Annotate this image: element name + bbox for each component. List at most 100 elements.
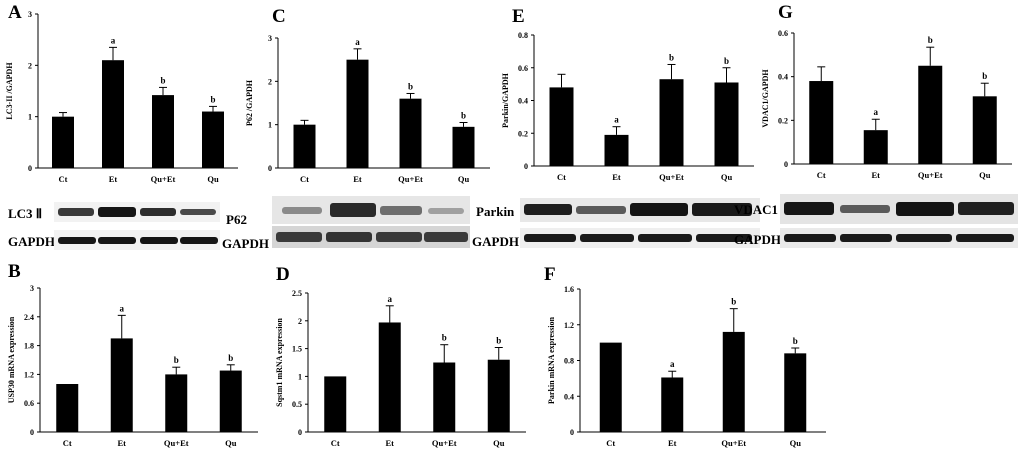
significance-label: b xyxy=(228,353,233,363)
significance-label: b xyxy=(724,56,729,66)
chart-g-vdac1: 0 0.2 0.4 0.6 VDAC1/GAPDH Ct a Et b Qu+Et b Qu xyxy=(761,0,1024,195)
y-axis-label: USP30 mRNA expression xyxy=(7,316,16,403)
significance-label: a xyxy=(355,37,360,47)
significance-label: a xyxy=(670,359,675,369)
category-label: Ct xyxy=(331,438,340,448)
blot-c-control-label: GAPDH xyxy=(222,236,269,251)
category-label: Ct xyxy=(817,170,826,180)
blot-g-control-band xyxy=(896,234,952,242)
y-tick-label: 0 xyxy=(524,162,528,171)
bar xyxy=(433,362,456,432)
y-tick-label: 3 xyxy=(30,284,34,293)
blot-e: Parkin GAPDH xyxy=(470,194,770,254)
category-label: Ct xyxy=(606,438,615,448)
category-label: Ct xyxy=(59,174,68,184)
y-tick-label: 0 xyxy=(268,164,272,173)
chart-e-parkin: 0 0.2 0.4 0.6 0.8 Parkin/GAPDH Ct a Et b Qu+Et b Qu xyxy=(501,0,766,195)
significance-label: b xyxy=(174,355,179,365)
y-tick-label: 0 xyxy=(784,160,788,169)
bar xyxy=(659,79,684,166)
blot-a-control-band xyxy=(140,237,178,244)
y-tick-label: 0.6 xyxy=(518,64,528,73)
y-axis-label: P62 /GAPDH xyxy=(245,79,254,126)
significance-label: b xyxy=(793,336,798,346)
category-label: Et xyxy=(668,438,677,448)
chart-f-parkin-mrna: 0 0.4 0.8 1.2 1.6 Parkin mRNA expression Ct a Et… xyxy=(540,258,830,463)
significance-label: a xyxy=(120,303,125,313)
blot-a-target-band xyxy=(58,208,94,216)
significance-label: b xyxy=(442,333,447,343)
blot-a-control-label: GAPDH xyxy=(8,234,55,249)
bar xyxy=(661,377,684,432)
blot-g: VDAC1 GAPDH xyxy=(732,190,1022,254)
y-tick-label: 1 xyxy=(298,372,302,381)
category-label: Qu xyxy=(493,438,505,448)
blot-a: LC3 Ⅱ GAPDH xyxy=(0,198,260,254)
panel-label-e: E xyxy=(512,6,525,27)
category-label: Ct xyxy=(63,438,72,448)
bar xyxy=(918,65,943,164)
chart-b-usp30: 0 0.6 1.2 1.8 2.4 3 USP30 mRNA expression Ct a Et… xyxy=(0,258,270,463)
category-label: Qu xyxy=(979,170,991,180)
blot-g-target-label: VDAC1 xyxy=(734,202,779,217)
blot-e-control-band xyxy=(696,234,752,242)
blot-g-target-band xyxy=(784,202,834,215)
blot-c-control-band xyxy=(376,232,422,242)
significance-label: b xyxy=(982,71,987,81)
blot-c-target-band xyxy=(282,207,322,214)
category-label: Ct xyxy=(300,174,309,184)
blot-a-target-membrane xyxy=(54,202,220,222)
y-tick-label: 2 xyxy=(268,77,272,86)
significance-label: b xyxy=(496,335,501,345)
bar xyxy=(102,60,124,169)
significance-label: a xyxy=(874,107,879,117)
significance-label: a xyxy=(111,35,116,45)
bar xyxy=(202,111,224,168)
category-label: Et xyxy=(109,174,118,184)
y-tick-label: 1 xyxy=(28,113,32,122)
y-tick-label: 0.4 xyxy=(518,97,528,106)
y-tick-label: 2.5 xyxy=(292,289,302,298)
bar xyxy=(399,98,422,168)
blot-e-target-band xyxy=(524,204,572,215)
bar xyxy=(52,116,74,168)
y-tick-label: 0.8 xyxy=(518,31,528,40)
y-tick-label: 1.5 xyxy=(292,345,302,354)
blot-c-target-label: P62 xyxy=(226,212,247,227)
panel-label-d: D xyxy=(276,264,290,285)
significance-label: b xyxy=(210,94,215,104)
category-label: Et xyxy=(872,170,881,180)
y-tick-label: 0 xyxy=(30,428,34,437)
category-label: Qu+Et xyxy=(398,174,423,184)
blot-c-control-band xyxy=(326,232,372,242)
y-axis-label: Parkin mRNA expression xyxy=(547,316,556,404)
category-label: Qu+Et xyxy=(432,438,457,448)
blot-g-control-band xyxy=(784,234,836,242)
panel-label-c: C xyxy=(272,6,286,27)
panel-label-f: F xyxy=(544,264,556,285)
y-tick-label: 2 xyxy=(298,317,302,326)
y-tick-label: 2.4 xyxy=(24,313,34,322)
significance-label: a xyxy=(388,294,393,304)
blot-c-target-band xyxy=(330,203,376,217)
category-label: Qu+Et xyxy=(659,172,684,182)
y-axis-label: Parkin/GAPDH xyxy=(501,72,510,127)
y-axis-label: LC3-II /GAPDH xyxy=(5,62,14,120)
bar xyxy=(110,338,133,432)
blot-e-control-band xyxy=(638,234,692,242)
bar xyxy=(487,359,510,432)
significance-label: b xyxy=(731,297,736,307)
blot-c: P62 GAPDH xyxy=(220,194,470,254)
y-tick-label: 1.8 xyxy=(24,342,34,351)
blot-e-control-label: GAPDH xyxy=(472,234,519,249)
category-label: Qu xyxy=(225,438,237,448)
blot-c-control-membrane xyxy=(272,226,470,248)
category-label: Qu+Et xyxy=(164,438,189,448)
chart-svg: 0 0.5 1 1.5 2 2.5 Sqstm1 mRNA expression Ct a Et b… xyxy=(275,289,526,448)
blot-a-control-band xyxy=(58,237,96,244)
chart-svg: 0 0.6 1.2 1.8 2.4 3 USP30 mRNA expression Ct a Et… xyxy=(7,284,258,448)
chart-svg: 0 0.4 0.8 1.2 1.6 Parkin mRNA expression Ct a Et… xyxy=(547,285,826,448)
blot-g-target-membrane xyxy=(780,194,1018,224)
bar xyxy=(378,322,401,432)
category-label: Ct xyxy=(557,172,566,182)
